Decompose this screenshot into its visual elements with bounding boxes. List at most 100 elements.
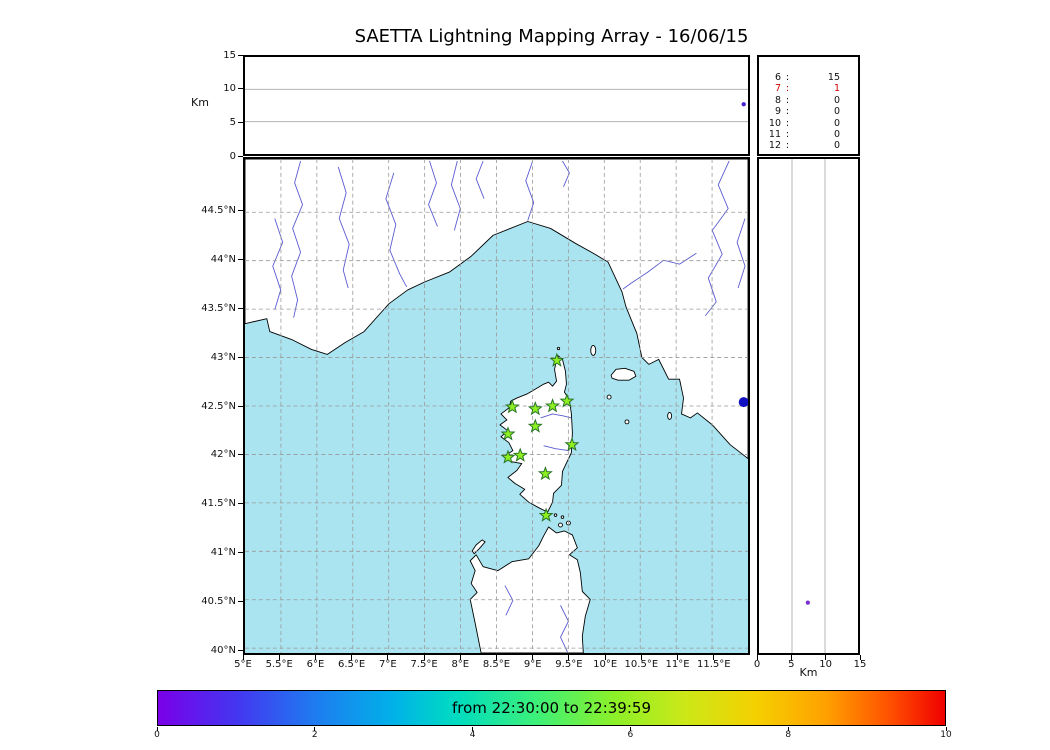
longitude-tick-label: 7.5°E bbox=[410, 659, 438, 670]
stats-cell: 7 bbox=[774, 83, 781, 95]
tick-mark bbox=[604, 655, 606, 660]
altitude-axis-label: Km bbox=[191, 96, 209, 109]
station-count-panel: 6: 15 7: 1 8: 0 9: 0 10: 0 11: 0 12: 0 bbox=[757, 55, 860, 156]
tick-mark bbox=[472, 727, 474, 731]
tick-mark bbox=[756, 655, 758, 660]
giglio-island bbox=[667, 412, 673, 420]
stats-row: 6: 15 bbox=[759, 72, 858, 83]
cavallo-island bbox=[560, 515, 565, 519]
lightning-source-dot bbox=[805, 600, 810, 605]
river bbox=[272, 218, 284, 310]
tick-mark bbox=[238, 121, 243, 123]
lma-station-star bbox=[527, 418, 543, 433]
latitude-tick-label: 42.5°N bbox=[201, 400, 236, 412]
latitude-tick-label: 40.5°N bbox=[201, 595, 236, 607]
altitude-tick-label: 10 bbox=[223, 83, 236, 95]
tick-mark bbox=[278, 655, 280, 660]
lma-station-star bbox=[500, 426, 516, 441]
stats-row: 7: 1 bbox=[759, 83, 858, 94]
stats-cell: 8 bbox=[774, 94, 781, 106]
stats-cell: : bbox=[785, 129, 790, 141]
lightning-sources-layer bbox=[738, 397, 748, 408]
latitude-tick-label: 44°N bbox=[210, 254, 236, 266]
stats-row: 9: 0 bbox=[759, 106, 858, 117]
tick-mark bbox=[238, 600, 243, 602]
river bbox=[736, 218, 746, 289]
altitude-tick-label: 10 bbox=[819, 659, 833, 670]
river bbox=[525, 160, 535, 221]
lma-stations-layer bbox=[500, 352, 580, 522]
stats-cell: 12 bbox=[768, 140, 781, 152]
coastlines bbox=[245, 159, 748, 653]
latitude-tick-label: 41°N bbox=[210, 546, 236, 558]
altitude-latitude-panel bbox=[757, 157, 860, 655]
asinara-island bbox=[471, 539, 486, 555]
stats-cell: 0 bbox=[833, 94, 840, 106]
stats-row: 8: 0 bbox=[759, 95, 858, 106]
stats-row: 11: 0 bbox=[759, 129, 858, 140]
longitude-tick-label: 11°E bbox=[665, 659, 690, 670]
stats-cell: : bbox=[785, 83, 790, 95]
tick-mark bbox=[387, 655, 389, 660]
stats-cell: 0 bbox=[833, 140, 840, 152]
lma-station-star bbox=[545, 398, 561, 413]
tick-mark bbox=[423, 655, 425, 660]
colorbar-tick-label: 0 bbox=[154, 730, 160, 740]
stats-cell: : bbox=[785, 117, 790, 129]
tick-mark bbox=[238, 259, 243, 261]
stats-cell: 15 bbox=[827, 72, 840, 83]
longitude-tick-label: 8.5°E bbox=[482, 659, 511, 670]
longitude-tick-label: 6°E bbox=[306, 659, 325, 670]
tick-mark bbox=[238, 649, 243, 651]
figure-title: SAETTA Lightning Mapping Array - 16/06/1… bbox=[354, 26, 749, 47]
stats-cell: 9 bbox=[774, 106, 781, 118]
stats-cell: 6 bbox=[774, 72, 781, 83]
longitude-tick-label: 10.5°E bbox=[624, 659, 659, 670]
tick-mark bbox=[238, 155, 243, 157]
stats-cell: : bbox=[785, 72, 790, 83]
longitude-tick-label: 5.5°E bbox=[265, 659, 293, 670]
longitude-tick-label: 7°E bbox=[379, 659, 397, 670]
colorbar-tick-label: 10 bbox=[940, 730, 952, 740]
maddalena-island bbox=[558, 522, 563, 528]
colorbar-tick-label: 6 bbox=[627, 730, 634, 740]
tick-mark bbox=[713, 655, 715, 660]
stats-cell: 1 bbox=[833, 83, 840, 95]
tick-mark bbox=[532, 655, 534, 660]
lavezzi-island bbox=[553, 513, 558, 517]
stats-cell: 0 bbox=[833, 117, 840, 129]
stats-row: 10: 0 bbox=[759, 118, 858, 129]
stats-cell: 10 bbox=[768, 117, 781, 129]
time-colorbar: from 22:30:00 to 22:39:59 bbox=[157, 690, 946, 726]
stats-cell: 0 bbox=[833, 106, 840, 118]
altitude-tick-label: 0 bbox=[753, 659, 761, 670]
latitude-tick-label: 40°N bbox=[210, 644, 236, 656]
stats-cell: 11 bbox=[768, 129, 781, 141]
longitude-tick-label: 9°E bbox=[523, 659, 542, 670]
river bbox=[540, 413, 572, 419]
rivers bbox=[272, 160, 746, 653]
tick-mark bbox=[314, 655, 316, 660]
lma-station-star bbox=[512, 447, 528, 462]
tick-mark bbox=[787, 727, 789, 731]
tick-mark bbox=[238, 54, 243, 56]
altitude-longitude-dynamic-layer bbox=[245, 88, 748, 123]
tick-mark bbox=[238, 551, 243, 553]
lma-station-star bbox=[559, 393, 575, 408]
longitude-tick-label: 6.5°E bbox=[338, 659, 366, 670]
river bbox=[559, 605, 569, 653]
altitude-longitude-panel bbox=[243, 55, 750, 156]
latitude-tick-label: 41.5°N bbox=[201, 498, 236, 510]
tick-mark bbox=[568, 655, 570, 660]
tick-mark bbox=[238, 454, 243, 456]
tick-mark bbox=[242, 655, 244, 660]
mainland-coast bbox=[245, 159, 748, 460]
tick-mark bbox=[459, 655, 461, 660]
tick-mark bbox=[945, 727, 947, 731]
river bbox=[475, 160, 485, 199]
stats-cell: 0 bbox=[833, 129, 840, 141]
lma-station-star bbox=[538, 507, 554, 522]
river bbox=[385, 172, 408, 288]
corsica-coast bbox=[499, 354, 573, 513]
